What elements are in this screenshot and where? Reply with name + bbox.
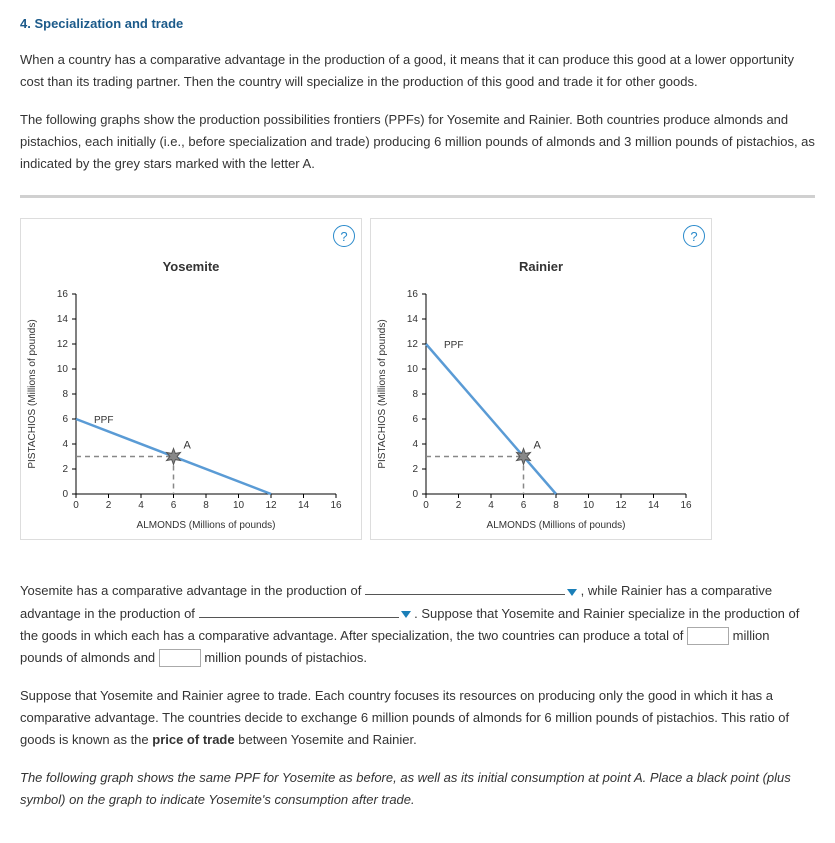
q1-text-5: million pounds of pistachios. [204, 650, 367, 665]
q1-text-1: Yosemite has a comparative advantage in … [20, 583, 365, 598]
svg-text:A: A [534, 440, 542, 452]
svg-text:8: 8 [553, 500, 559, 511]
svg-text:14: 14 [57, 314, 69, 325]
svg-text:16: 16 [407, 289, 419, 300]
svg-text:6: 6 [171, 500, 177, 511]
svg-text:2: 2 [106, 500, 112, 511]
help-icon[interactable]: ? [333, 225, 355, 247]
svg-text:0: 0 [73, 500, 79, 511]
divider [20, 195, 815, 198]
fill-in-paragraph-1: Yosemite has a comparative advantage in … [20, 580, 815, 668]
intro-paragraph-1: When a country has a comparative advanta… [20, 49, 815, 93]
chevron-down-icon[interactable] [567, 589, 577, 596]
svg-text:6: 6 [412, 414, 418, 425]
question-heading: 4. Specialization and trade [20, 16, 815, 31]
rainier-chart-title: Rainier [371, 259, 711, 274]
svg-text:10: 10 [407, 364, 419, 375]
svg-text:14: 14 [648, 500, 660, 511]
svg-text:12: 12 [615, 500, 627, 511]
almonds-total-input[interactable] [687, 627, 729, 645]
svg-text:8: 8 [412, 389, 418, 400]
svg-text:2: 2 [412, 464, 418, 475]
svg-text:0: 0 [412, 489, 418, 500]
svg-text:12: 12 [265, 500, 277, 511]
svg-text:4: 4 [488, 500, 494, 511]
q2-text-2: between Yosemite and Rainier. [238, 732, 417, 747]
svg-text:ALMONDS (Millions of pounds): ALMONDS (Millions of pounds) [137, 520, 276, 531]
yosemite-chart-title: Yosemite [21, 259, 361, 274]
svg-text:4: 4 [412, 439, 418, 450]
yosemite-chart-panel: ? Yosemite 00 2 2 4 4 6 6 8 8 10 10 12 12 14 14 16 16 ALM… [20, 218, 362, 540]
svg-text:A: A [184, 440, 192, 452]
svg-text:0: 0 [62, 489, 68, 500]
yosemite-chart-svg[interactable]: 00 2 2 4 4 6 6 8 8 10 10 12 12 14 14 16 16 ALMONDS (Milli… [21, 284, 351, 534]
svg-text:6: 6 [521, 500, 527, 511]
instruction-paragraph: The following graph shows the same PPF f… [20, 767, 815, 811]
svg-text:16: 16 [330, 500, 342, 511]
svg-text:0: 0 [423, 500, 429, 511]
svg-text:2: 2 [62, 464, 68, 475]
svg-text:8: 8 [62, 389, 68, 400]
svg-text:10: 10 [583, 500, 595, 511]
help-icon[interactable]: ? [683, 225, 705, 247]
svg-text:ALMONDS (Millions of pounds): ALMONDS (Millions of pounds) [487, 520, 626, 531]
svg-text:12: 12 [57, 339, 69, 350]
svg-text:16: 16 [680, 500, 692, 511]
svg-text:4: 4 [62, 439, 68, 450]
pistachios-total-input[interactable] [159, 649, 201, 667]
rainier-chart-svg[interactable]: 00 2 2 4 4 6 6 8 8 10 10 12 12 14 14 16 16 ALMONDS (Milli… [371, 284, 701, 534]
rainier-chart-panel: ? Rainier 00 2 2 4 4 6 6 8 8 10 10 12 12 14 14 16 16 ALMO… [370, 218, 712, 540]
svg-text:16: 16 [57, 289, 69, 300]
svg-text:2: 2 [456, 500, 462, 511]
chevron-down-icon[interactable] [401, 611, 411, 618]
q2-bold: price of trade [152, 732, 234, 747]
charts-container: ? Yosemite 00224466881010121214141616ALM… [20, 218, 815, 540]
svg-text:PPF: PPF [444, 340, 463, 351]
svg-text:8: 8 [203, 500, 209, 511]
svg-text:PISTACHIOS (Millions of pounds: PISTACHIOS (Millions of pounds) [27, 320, 38, 469]
svg-text:10: 10 [233, 500, 245, 511]
svg-text:14: 14 [407, 314, 419, 325]
svg-text:14: 14 [298, 500, 310, 511]
intro-paragraph-2: The following graphs show the production… [20, 109, 815, 175]
svg-text:PPF: PPF [94, 415, 113, 426]
svg-text:12: 12 [407, 339, 419, 350]
dropdown-blank-1[interactable] [365, 594, 565, 595]
svg-text:10: 10 [57, 364, 69, 375]
dropdown-blank-2[interactable] [199, 617, 399, 618]
svg-text:4: 4 [138, 500, 144, 511]
trade-paragraph: Suppose that Yosemite and Rainier agree … [20, 685, 815, 751]
svg-text:PISTACHIOS (Millions of pounds: PISTACHIOS (Millions of pounds) [377, 320, 388, 469]
svg-text:6: 6 [62, 414, 68, 425]
